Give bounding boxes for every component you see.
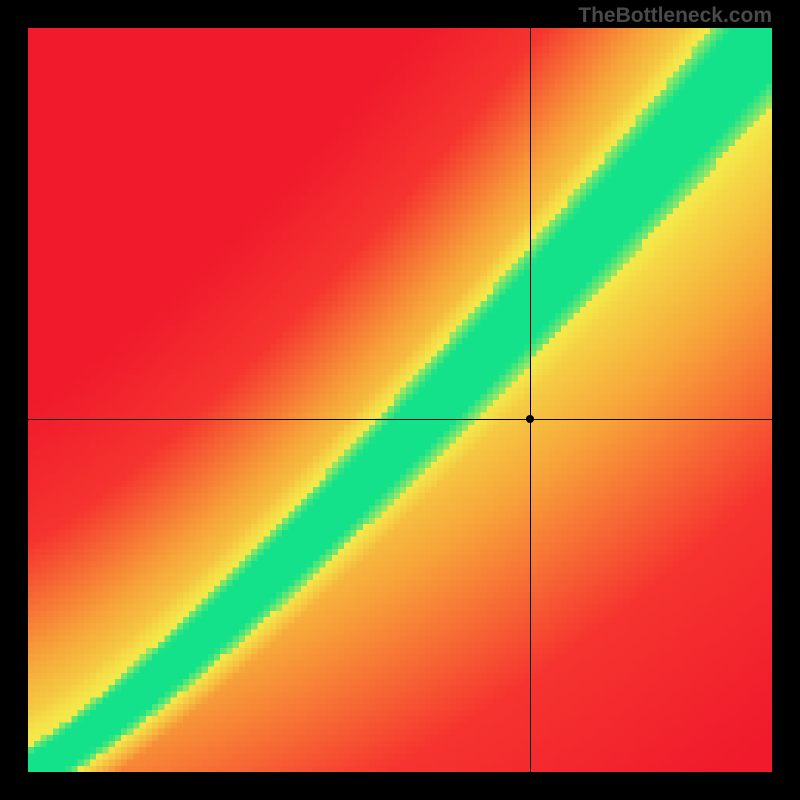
crosshair-horizontal [28, 419, 772, 420]
heatmap-canvas [28, 28, 772, 772]
crosshair-vertical [530, 28, 531, 772]
marker-dot [526, 415, 534, 423]
watermark-text: TheBottleneck.com [578, 4, 772, 28]
heatmap-plot [28, 28, 772, 772]
